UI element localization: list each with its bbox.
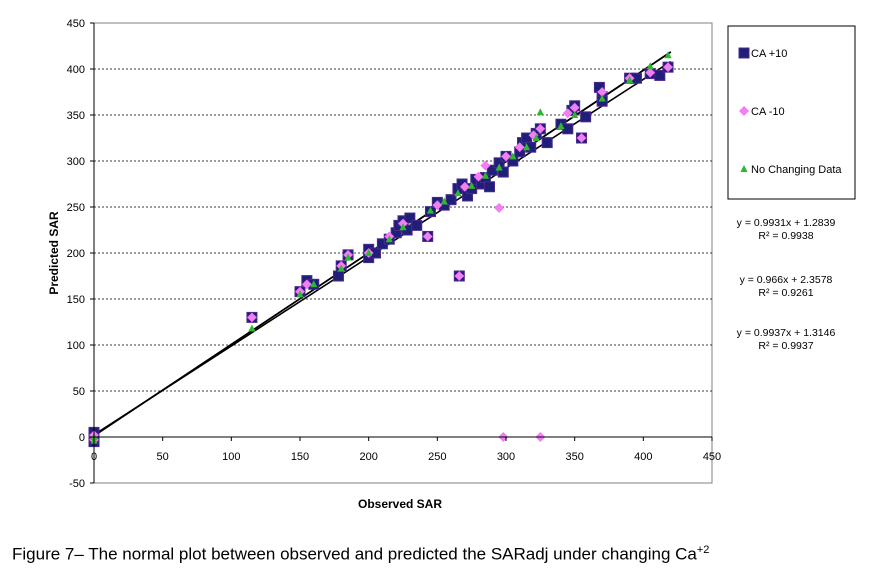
point-s1-35: [484, 181, 496, 193]
x-tick-label-300: 300: [497, 451, 515, 463]
x-tick-label-400: 400: [634, 451, 652, 463]
point-s2-20: [514, 142, 525, 153]
point-s3-21: [557, 122, 565, 130]
point-s3-6: [337, 264, 345, 272]
point-s2-29: [645, 67, 656, 78]
point-s3-3: [248, 324, 256, 332]
y-tick-label-50: 50: [73, 386, 85, 398]
x-tick-label-50: 50: [157, 451, 169, 463]
point-s2-13: [454, 271, 465, 281]
point-s3-4: [296, 290, 304, 298]
x-tick-label-200: 200: [359, 451, 377, 463]
caption-superscript: +2: [696, 544, 710, 556]
trendline-equation-3: y = 0.9937x + 1.3146 R² = 0.9937: [737, 327, 836, 352]
legend: CA +10 CA -10 No Changing Data: [738, 47, 842, 176]
point-s3-26: [664, 51, 672, 59]
point-s1-38: [497, 166, 509, 178]
y-tick-label-250: 250: [67, 202, 85, 214]
point-s2-16: [480, 160, 491, 171]
point-s3-8: [365, 249, 373, 256]
x-axis-title: Observed SAR: [358, 497, 442, 511]
point-s3-24: [626, 76, 634, 84]
point-s2-19: [501, 151, 511, 162]
point-s3-13: [454, 189, 462, 197]
figure-caption: Figure 7– The normal plot between observ…: [12, 544, 709, 565]
point-s2-26: [576, 133, 587, 143]
point-s3-22: [571, 111, 579, 118]
point-s1-47: [541, 137, 553, 149]
point-s2-5: [301, 279, 312, 290]
legend-marker-3: [740, 165, 748, 172]
tick-labels: -50 0 50 100 150 200 250 300 350 400 450 0 50 100 150 2…: [67, 18, 722, 490]
point-s3-19: [532, 134, 540, 141]
point-s3-15: [481, 171, 489, 179]
x-tick-label-350: 350: [565, 451, 583, 463]
y-tick-label-100: 100: [67, 340, 85, 352]
series-2: [89, 62, 673, 445]
svg-text:y = 0.9931x + 1.2839: y = 0.9931x + 1.2839: [737, 217, 836, 229]
trendline-equation-1: y = 0.9931x + 1.2839 R² = 0.9938: [737, 217, 836, 242]
y-axis-title: Predicted SAR: [47, 211, 61, 295]
caption-text: Figure 7– The normal plot between observ…: [12, 544, 697, 564]
trendline-equation-2: y = 0.966x + 2.3578 R² = 0.9261: [740, 274, 833, 299]
point-s3-17: [509, 152, 517, 160]
point-s1-8: [332, 270, 344, 282]
point-s1-20: [404, 212, 416, 224]
x-tick-label-250: 250: [428, 451, 446, 463]
point-s2-30: [663, 62, 673, 73]
svg-text:R² = 0.9937: R² = 0.9937: [758, 340, 813, 352]
y-tick-label-300: 300: [67, 156, 85, 168]
svg-text:R² = 0.9938: R² = 0.9938: [758, 230, 813, 242]
point-s3-11: [426, 206, 435, 214]
svg-text:R² = 0.9261: R² = 0.9261: [758, 287, 813, 299]
legend-marker-2: [739, 106, 749, 116]
point-s3-12: [440, 197, 448, 205]
point-s2-15: [473, 171, 484, 182]
point-s2-23: [535, 123, 546, 134]
point-s2-11: [422, 231, 433, 242]
point-s2-17: [494, 202, 505, 213]
point-s1-26: [445, 194, 457, 206]
x-tick-label-450: 450: [703, 451, 721, 463]
chart: -50 0 50 100 150 200 250 300 350 400 450 0 50 100 150 2…: [47, 18, 856, 511]
x-tick-label-0: 0: [91, 451, 97, 463]
point-s2-14: [459, 181, 470, 192]
point-s3-23: [598, 94, 606, 102]
point-s1-60: [654, 69, 666, 81]
point-s3-20: [536, 108, 544, 116]
point-s3-18: [523, 143, 531, 151]
point-s2-3: [247, 312, 257, 323]
axes: [90, 22, 713, 484]
svg-text:y = 0.9937x + 1.3146: y = 0.9937x + 1.3146: [737, 327, 836, 339]
point-s3-16: [495, 163, 503, 171]
svg-text:y = 0.966x + 2.3578: y = 0.966x + 2.3578: [740, 274, 833, 286]
point-s3-14: [468, 181, 476, 189]
x-tick-label-150: 150: [291, 451, 309, 463]
y-tick-label-150: 150: [67, 294, 85, 306]
point-s3-7: [344, 253, 352, 261]
x-tick-label-100: 100: [222, 451, 240, 463]
legend-label-2: CA -10: [751, 106, 785, 118]
point-s3-25: [646, 62, 654, 70]
y-tick-label-450: 450: [67, 18, 85, 30]
point-s3-10: [399, 223, 407, 231]
point-s2-12: [432, 200, 443, 211]
y-tick-label-400: 400: [67, 64, 85, 76]
y-tick-label-200: 200: [67, 248, 85, 260]
series-3: [90, 51, 672, 444]
y-tick-label-0: 0: [79, 432, 85, 444]
legend-marker-1: [738, 47, 750, 59]
y-tick-label--50: -50: [69, 478, 85, 490]
point-s1-21: [411, 219, 423, 231]
point-s2-24: [562, 108, 573, 119]
point-s3-9: [385, 235, 393, 243]
y-tick-label-350: 350: [67, 110, 85, 122]
point-s1-53: [580, 111, 592, 123]
point-s3-5: [310, 280, 318, 288]
legend-label-3: No Changing Data: [751, 164, 842, 176]
legend-label-1: CA +10: [751, 48, 787, 60]
